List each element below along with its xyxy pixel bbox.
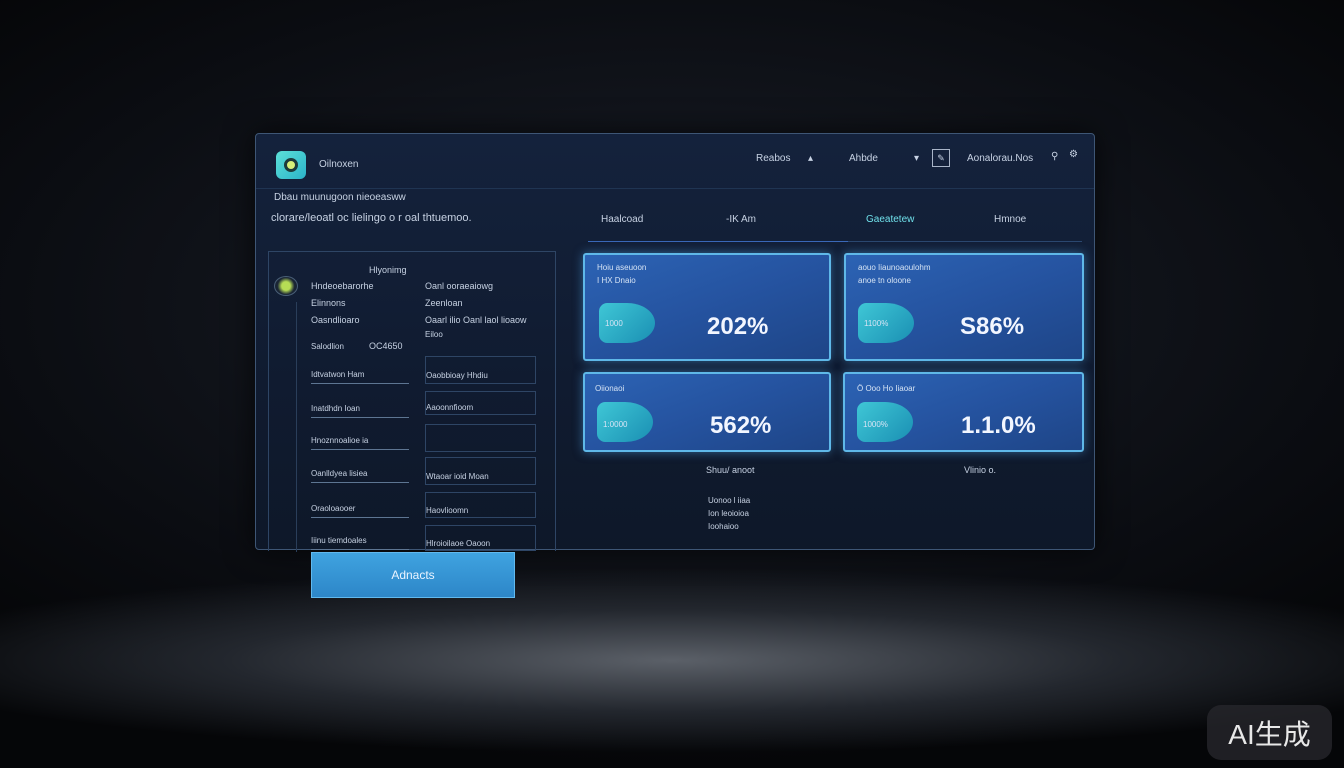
input-field[interactable]: [425, 424, 536, 452]
field-label: Oraoloaooer: [311, 504, 356, 513]
stat-card[interactable]: Oiionaoi 1:0000 562%: [583, 372, 831, 452]
input-field[interactable]: Oaobbioay Hhdiu: [425, 356, 536, 384]
app-logo-icon: [276, 151, 306, 179]
nav-item-2[interactable]: Ahbde: [849, 153, 878, 164]
info-label: Oasndlioaro: [311, 315, 360, 325]
field-label: Iiinu tiemdoales: [311, 536, 367, 545]
intro-title: clorare/leoatl oc lielingo o r oal thtue…: [271, 212, 472, 224]
user-name[interactable]: Aonalorau.Nos: [967, 153, 1034, 164]
input-field[interactable]: Wtaoar ioid Moan: [425, 457, 536, 485]
input-field[interactable]: Hlroioilaoe Oaoon: [425, 525, 536, 551]
field-label: Oanlldyea lisiea: [311, 469, 368, 478]
field-label: Wtaoar ioid Moan: [426, 472, 489, 481]
caption: Shuu/ anoot: [706, 465, 755, 475]
tab-4[interactable]: Hmnoe: [994, 214, 1027, 225]
stat-card[interactable]: aouo Iiaunoaoulohm anoe tn oloone 1100% …: [844, 253, 1084, 361]
field-label: Inatdhdn Ioan: [311, 404, 360, 413]
input-field[interactable]: Iiinu tiemdoales: [311, 522, 409, 550]
divider: [296, 302, 297, 552]
input-field[interactable]: Inatdhdn Ioan: [311, 390, 409, 418]
field-label: Oaobbioay Hhdiu: [426, 371, 488, 380]
info-value: OC4650: [369, 341, 403, 351]
info-label: Hndeoebarorhe: [311, 281, 374, 291]
nav-item-1[interactable]: Reabos: [756, 153, 791, 164]
stat-card[interactable]: Ö Ooo Ho Iiaoar 1000% 1.1.0%: [843, 372, 1084, 452]
caption: Vlinio o.: [964, 465, 997, 475]
divider: [848, 241, 1082, 242]
gauge-icon: 1:0000: [597, 402, 653, 442]
tab-1[interactable]: Haalcoad: [601, 214, 644, 225]
left-heading: Hlyonimg: [369, 265, 407, 275]
app-name: Oilnoxen: [319, 159, 359, 170]
card-value: 562%: [710, 412, 772, 439]
card-badge: 1000: [605, 319, 623, 328]
info-label: Oanl ooraeaiowg: [425, 281, 494, 291]
field-label: Hnoznnoalioe ia: [311, 436, 369, 445]
info-label: Elinnons: [311, 298, 346, 308]
field-label: Aaoonnfioom: [426, 403, 474, 412]
gauge-icon: 1000%: [857, 402, 913, 442]
input-field[interactable]: Hnoznnoalioe ia: [311, 422, 409, 450]
gauge-icon: 1000: [599, 303, 655, 343]
field-label: Idtvatwon Ham: [311, 370, 365, 379]
edit-icon[interactable]: ✎: [932, 149, 950, 167]
tab-2[interactable]: -IK Am: [726, 214, 757, 225]
card-label: anoe tn oloone: [858, 276, 911, 285]
info-label: Oaarl ilio Oanl laol lioaow: [425, 315, 527, 325]
info-label: Eiloo: [425, 330, 443, 339]
card-value: 1.1.0%: [961, 412, 1036, 439]
card-label: aouo Iiaunoaoulohm: [858, 263, 931, 272]
primary-button[interactable]: Adnacts: [311, 552, 515, 598]
stat-card[interactable]: Hoiu aseuoon I HX Dnaio 1000 202%: [583, 253, 831, 361]
detail-line: Uonoo l iiaa: [708, 496, 751, 505]
input-field[interactable]: Idtvatwon Ham: [311, 356, 409, 384]
input-field[interactable]: Haovlioomn: [425, 492, 536, 518]
input-field[interactable]: Oraoloaooer: [311, 490, 409, 518]
dashboard-window: Oilnoxen Reabos ▴ Ahbde ▾ ✎ Aonalorau.No…: [255, 133, 1095, 552]
card-value: S86%: [960, 313, 1025, 340]
settings-icon[interactable]: ⚙: [1069, 149, 1078, 160]
input-field[interactable]: Aaoonnfioom: [425, 391, 536, 415]
watermark: AI生成: [1207, 705, 1332, 760]
card-badge: 1000%: [863, 420, 888, 429]
left-panel: Hlyonimg Hndeoebarorhe Elinnons Oasndlio…: [268, 251, 556, 552]
card-label: Oiionaoi: [595, 384, 625, 393]
header: Oilnoxen Reabos ▴ Ahbde ▾ ✎ Aonalorau.No…: [256, 134, 1094, 189]
field-label: Haovlioomn: [426, 506, 469, 515]
card-value: 202%: [707, 313, 769, 340]
card-label: Hoiu aseuoon: [597, 263, 647, 272]
card-label: Ö Ooo Ho Iiaoar: [857, 384, 916, 393]
detail-line: Ion leoioioa: [708, 509, 749, 518]
field-label: Hlroioilaoe Oaoon: [426, 539, 491, 548]
card-label: I HX Dnaio: [597, 276, 636, 285]
info-label: Zeenloan: [425, 298, 463, 308]
tab-underline: [588, 241, 848, 242]
detail-line: Ioohaioo: [708, 522, 739, 531]
info-label: Salodlion: [311, 342, 344, 351]
input-field[interactable]: Oanlldyea lisiea: [311, 455, 409, 483]
gauge-icon: 1100%: [858, 303, 914, 343]
avatar: [274, 276, 298, 296]
search-icon[interactable]: ⚲: [1051, 151, 1059, 162]
chevron-down-icon[interactable]: ▾: [914, 153, 920, 164]
chevron-icon: ▴: [808, 153, 814, 164]
card-badge: 1:0000: [603, 420, 628, 429]
card-badge: 1100%: [864, 319, 889, 328]
intro-subtitle: Dbau muunugoon nieoeasww: [274, 192, 406, 203]
tab-3[interactable]: Gaeatetew: [866, 214, 915, 225]
